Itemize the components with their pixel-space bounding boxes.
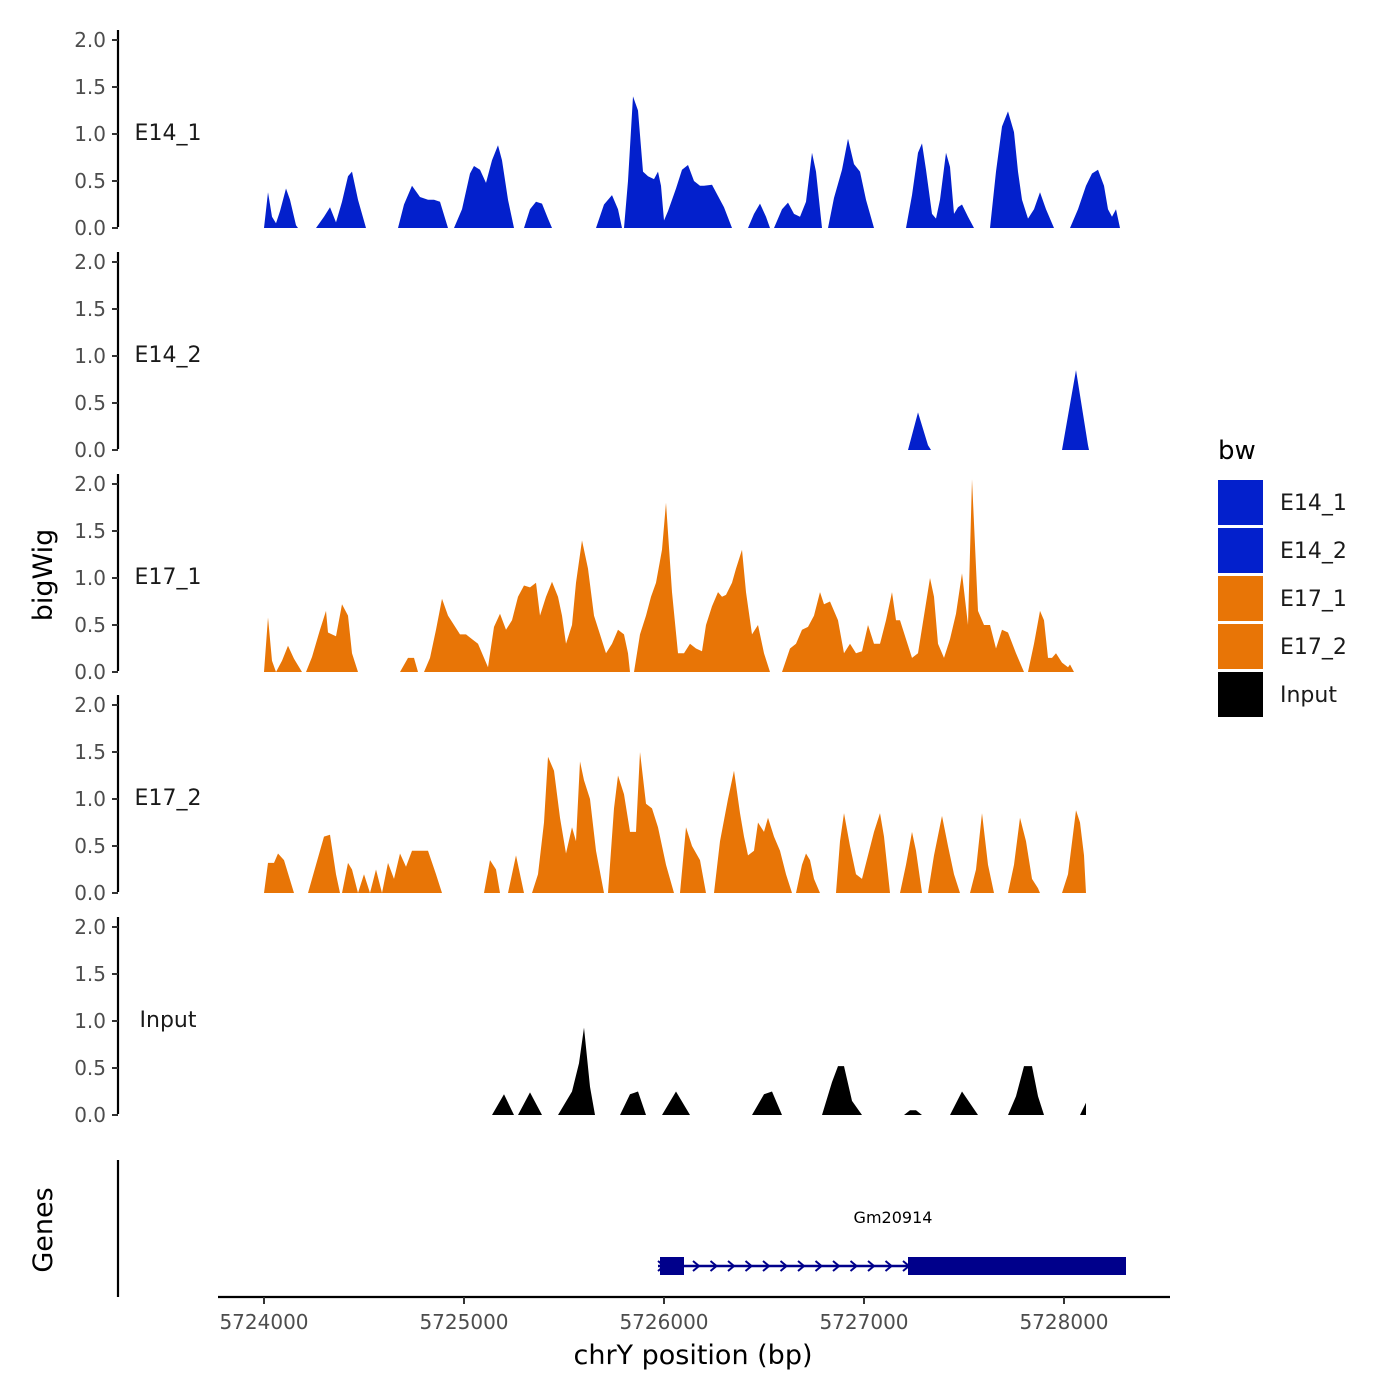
strand-arrow (762, 1260, 771, 1272)
strand-arrow (692, 1260, 701, 1272)
y-tick-label: 0.5 (74, 169, 106, 193)
track-label: E17_1 (135, 565, 202, 590)
x-axis-title: chrY position (bp) (573, 1340, 812, 1371)
coverage-area-E14_1 (264, 96, 1120, 229)
y-tick-label: 0.0 (74, 438, 106, 462)
legend-label: E14_1 (1280, 491, 1347, 516)
y-tick-label: 1.0 (74, 787, 106, 811)
genes-panel: Gm20914 (116, 1160, 1126, 1297)
legend: bw E14_1 E14_2 E17_1 E17_2 Input (1218, 436, 1347, 717)
bigwig-tracks: 0.0 0.5 1.0 1.5 2.0 E14_1 0.0 0.5 1.0 1.5 2.0 E14_2… (74, 28, 1120, 1127)
x-tick-label: 5725000 (419, 1310, 508, 1334)
legend-key-E17_1 (1218, 576, 1263, 621)
track-E17_1: 0.0 0.5 1.0 1.5 2.0 E17_1 (74, 472, 1074, 684)
legend-key-E14_1 (1218, 480, 1263, 525)
legend-label: E17_1 (1280, 587, 1347, 612)
y-tick-label: 1.5 (74, 297, 106, 321)
track-label: E14_1 (135, 121, 202, 146)
y-tick-label: 0.0 (74, 881, 106, 905)
coverage-area-E17_2 (264, 752, 1086, 893)
coverage-area-Input (492, 1027, 1086, 1115)
legend-label: E14_2 (1280, 539, 1347, 564)
track-E14_2: 0.0 0.5 1.0 1.5 2.0 E14_2 (74, 250, 1089, 462)
y-tick-label: 2.0 (74, 250, 106, 274)
strand-arrow (884, 1260, 894, 1272)
gene-label: Gm20914 (854, 1208, 933, 1227)
y-axis-title: bigWig (28, 529, 59, 622)
y-tick-label: 2.0 (74, 28, 106, 52)
legend-title: bw (1218, 436, 1256, 466)
track-label: Input (140, 1008, 197, 1033)
y-tick-label: 0.0 (74, 216, 106, 240)
strand-arrow (779, 1260, 789, 1272)
strand-arrow (832, 1260, 841, 1272)
legend-key-Input (1218, 672, 1263, 717)
y-tick-label: 1.0 (74, 122, 106, 146)
genes-axis-title: Genes (28, 1187, 59, 1272)
legend-key-E14_2 (1218, 528, 1263, 573)
y-tick-label: 2.0 (74, 915, 106, 939)
strand-arrow (727, 1260, 736, 1272)
gene-Gm20914: Gm20914 (657, 1208, 1126, 1275)
legend-key-E17_2 (1218, 624, 1263, 669)
y-tick-label: 2.0 (74, 472, 106, 496)
y-tick-label: 0.0 (74, 660, 106, 684)
gene-exon (660, 1257, 684, 1275)
y-tick-label: 0.0 (74, 1103, 106, 1127)
y-tick-label: 0.5 (74, 391, 106, 415)
legend-label: E17_2 (1280, 635, 1347, 660)
coverage-area-E17_1 (264, 479, 1074, 672)
track-E17_2: 0.0 0.5 1.0 1.5 2.0 E17_2 (74, 693, 1086, 905)
y-tick-label: 1.0 (74, 566, 106, 590)
gene-exon (908, 1257, 1126, 1275)
y-tick-label: 1.5 (74, 75, 106, 99)
strand-arrow (814, 1260, 824, 1272)
y-tick-label: 2.0 (74, 693, 106, 717)
legend-label: Input (1280, 683, 1337, 708)
y-tick-label: 1.0 (74, 1009, 106, 1033)
x-tick-label: 5727000 (819, 1310, 908, 1334)
strand-arrow (709, 1260, 719, 1272)
y-tick-label: 1.5 (74, 962, 106, 986)
y-tick-label: 1.0 (74, 344, 106, 368)
y-tick-label: 1.5 (74, 519, 106, 543)
strand-arrow (867, 1260, 876, 1272)
y-tick-label: 0.5 (74, 834, 106, 858)
x-axis: 5724000 5725000 5726000 5727000 5728000 (218, 1295, 1170, 1334)
strand-arrow (744, 1260, 754, 1272)
y-tick-label: 0.5 (74, 1056, 106, 1080)
x-tick-label: 5726000 (619, 1310, 708, 1334)
y-tick-label: 0.5 (74, 613, 106, 637)
x-tick-label: 5724000 (219, 1310, 308, 1334)
coverage-area-E14_2 (908, 370, 1089, 450)
y-tick-label: 1.5 (74, 740, 106, 764)
track-Input: 0.0 0.5 1.0 1.5 2.0 Input (74, 915, 1086, 1127)
strand-arrow (797, 1260, 806, 1272)
track-label: E17_2 (135, 786, 202, 811)
track-label: E14_2 (135, 343, 202, 368)
x-tick-label: 5728000 (1019, 1310, 1108, 1334)
track-E14_1: 0.0 0.5 1.0 1.5 2.0 E14_1 (74, 28, 1120, 240)
strand-arrow (849, 1260, 859, 1272)
